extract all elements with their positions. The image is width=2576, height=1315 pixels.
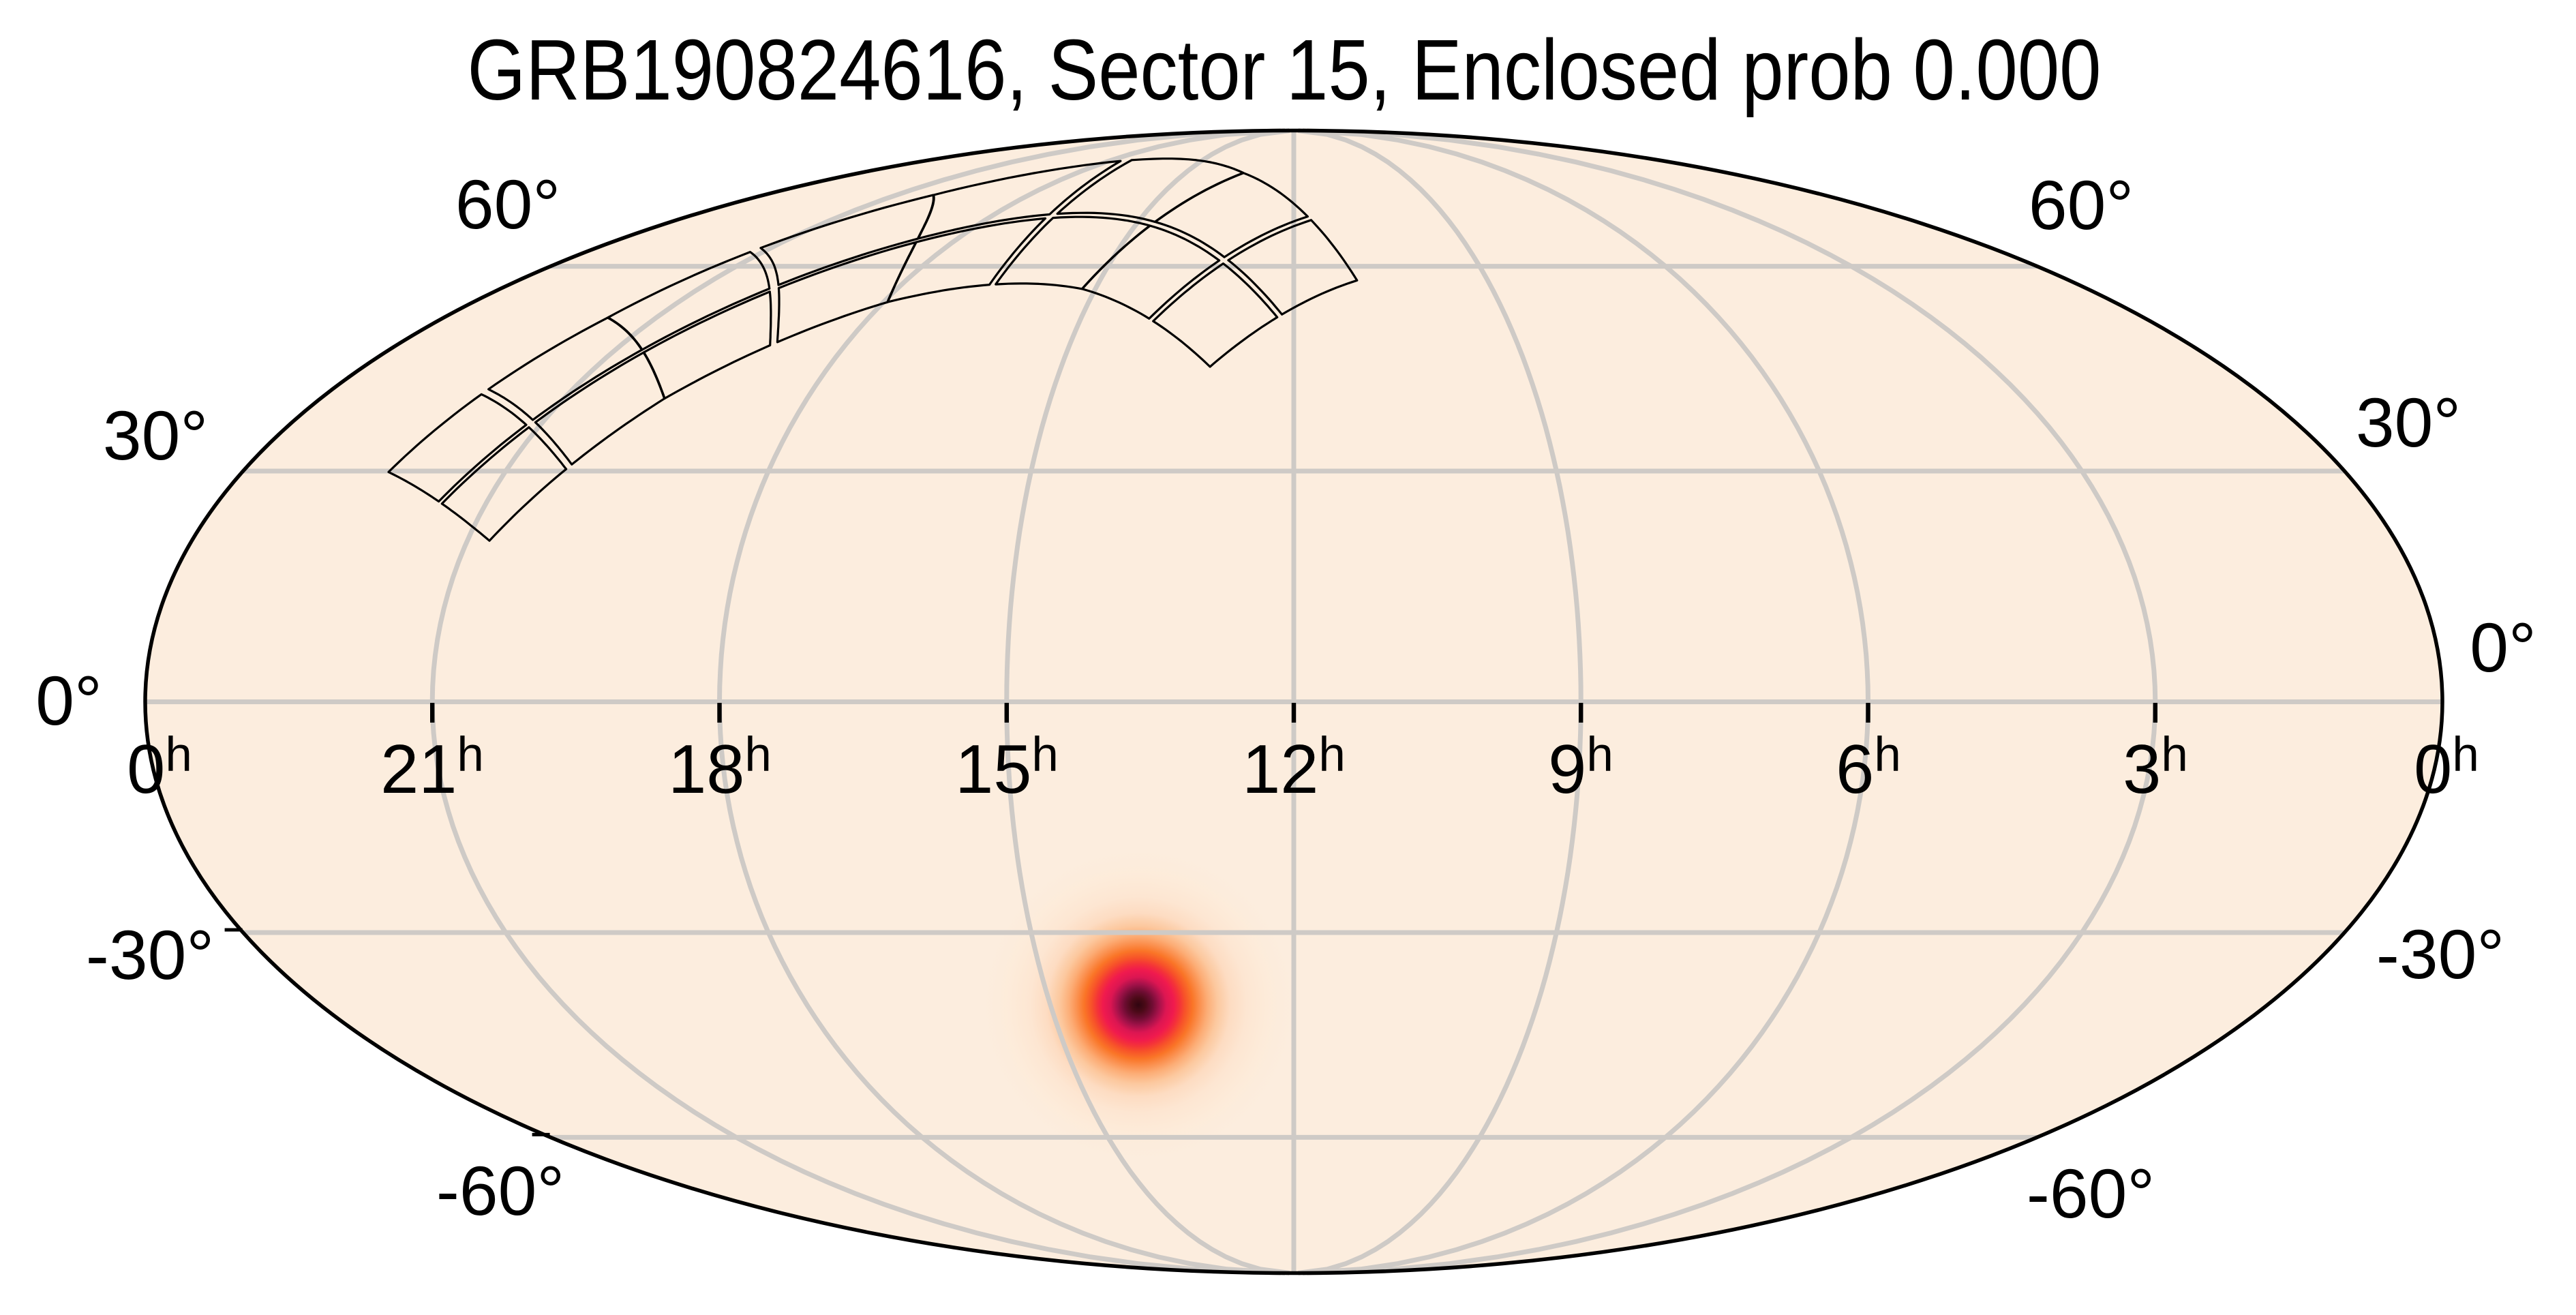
svg-text:30°: 30° — [103, 397, 208, 474]
svg-text:-30°: -30° — [2376, 916, 2504, 993]
svg-text:60°: 60° — [455, 166, 560, 243]
svg-text:0°: 0° — [2470, 609, 2536, 686]
svg-text:-30°: -30° — [86, 916, 214, 994]
svg-text:18h: 18h — [668, 728, 772, 808]
svg-text:-60°: -60° — [436, 1152, 564, 1230]
svg-text:0°: 0° — [35, 662, 102, 740]
svg-text:9h: 9h — [1548, 728, 1613, 808]
svg-text:-60°: -60° — [2027, 1155, 2155, 1233]
svg-text:60°: 60° — [2029, 166, 2134, 244]
svg-text:30°: 30° — [2356, 384, 2461, 462]
svg-text:0h: 0h — [2414, 728, 2479, 808]
svg-text:0h: 0h — [127, 728, 192, 808]
svg-text:GRB190824616, Sector 15, Enclo: GRB190824616, Sector 15, Enclosed prob 0… — [468, 22, 2102, 118]
